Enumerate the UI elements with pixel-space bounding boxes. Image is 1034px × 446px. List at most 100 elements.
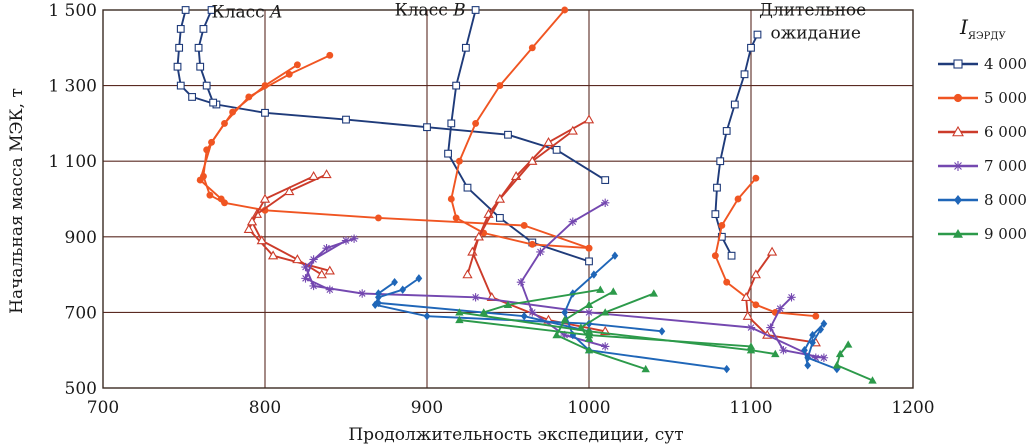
data-point-marker [399,285,407,294]
y-tick-label: 1 500 [48,1,97,21]
data-point-marker [584,334,594,343]
data-point-marker [819,353,829,362]
data-point-marker [473,231,484,241]
legend-item: 7 000 [938,157,1027,175]
data-point-marker [601,308,610,316]
data-point-marker [309,255,318,264]
legend-label: 6 000 [984,123,1027,141]
series-line [835,343,873,382]
data-point-marker [341,236,351,245]
data-point-marker [740,291,752,301]
data-point-marker [723,278,731,286]
data-point-marker [658,327,666,336]
data-point-marker [243,223,254,233]
data-point-marker [256,235,267,245]
series-line [304,237,817,359]
data-point-marker [718,222,726,229]
data-point-marker [711,210,720,219]
data-point-marker [181,6,190,14]
data-point-marker [954,195,962,205]
data-point-marker [455,157,463,165]
data-point-marker [820,319,828,328]
data-point-marker [601,198,610,207]
data-point-marker [953,161,963,171]
data-point-marker [528,240,536,248]
data-point-marker [444,149,452,158]
data-point-marker [641,364,650,373]
legend-item: 4 000 [938,55,1027,73]
data-point-marker [584,330,594,339]
data-point-marker [202,81,211,90]
grid [103,10,913,388]
data-point-marker [447,195,455,203]
legend-items: 4 000 5 000 6 000 7 000 8 000 9 000 [938,55,1027,243]
data-point-marker [766,246,778,256]
data-point-marker [584,300,594,308]
x-tick-label: 800 [249,398,281,418]
data-point-marker [209,98,218,107]
data-point-marker [775,304,785,313]
data-point-marker [752,301,760,309]
series-line [745,251,816,344]
data-point-marker [576,323,586,331]
data-point-marker [267,250,279,260]
annotation-classB: Класс B [395,1,466,21]
x-tick-label: 700 [87,398,119,418]
data-point-marker [175,43,184,52]
legend-title: IЯЭРДУ [959,15,1006,42]
data-point-marker [750,269,762,279]
legend-label: 5 000 [984,89,1027,107]
data-point-marker [601,342,610,351]
series-line [579,292,655,340]
series-line [450,9,590,250]
data-point-marker [727,251,736,260]
data-point-marker [516,277,526,287]
data-point-marker [536,247,545,257]
legend-label: 8 000 [984,191,1027,209]
data-point-marker [766,323,775,332]
data-point-marker [349,234,359,243]
data-point-marker [787,293,796,302]
data-point-marker [809,330,816,340]
series-line [374,277,662,333]
y-tick-label: 1 100 [48,152,97,172]
data-point-marker [503,300,513,308]
data-point-marker [868,376,877,384]
data-point-marker [601,176,610,185]
data-point-marker [722,127,731,135]
data-point-marker [584,308,594,317]
data-point-marker [584,327,594,335]
data-point-marker [325,285,334,294]
data-point-marker [301,262,310,272]
series-line [202,54,590,249]
data-point-marker [463,183,472,192]
data-point-marker [196,176,204,184]
series-line [459,311,776,355]
legend-title-main: I [959,15,969,39]
data-point-marker [375,289,382,298]
data-point-marker [552,145,561,154]
data-point-marker [801,346,808,355]
data-point-marker [560,315,569,324]
data-point-marker [953,229,963,238]
data-point-marker [730,100,739,109]
data-point-marker [844,340,853,348]
data-point-marker [309,281,318,291]
data-point-marker [342,115,350,124]
data-point-marker [208,138,215,146]
data-point-marker [561,6,569,14]
series-8000 [371,251,841,374]
data-point-marker [835,349,845,358]
data-point-marker [560,330,569,340]
y-tick-label: 900 [65,228,97,248]
data-point-marker [609,287,618,295]
data-point-marker [259,193,271,203]
data-point-marker [261,82,269,90]
data-point-marker [713,183,721,192]
data-point-marker [567,125,578,135]
data-point-marker [173,62,182,71]
data-point-marker [804,361,812,370]
